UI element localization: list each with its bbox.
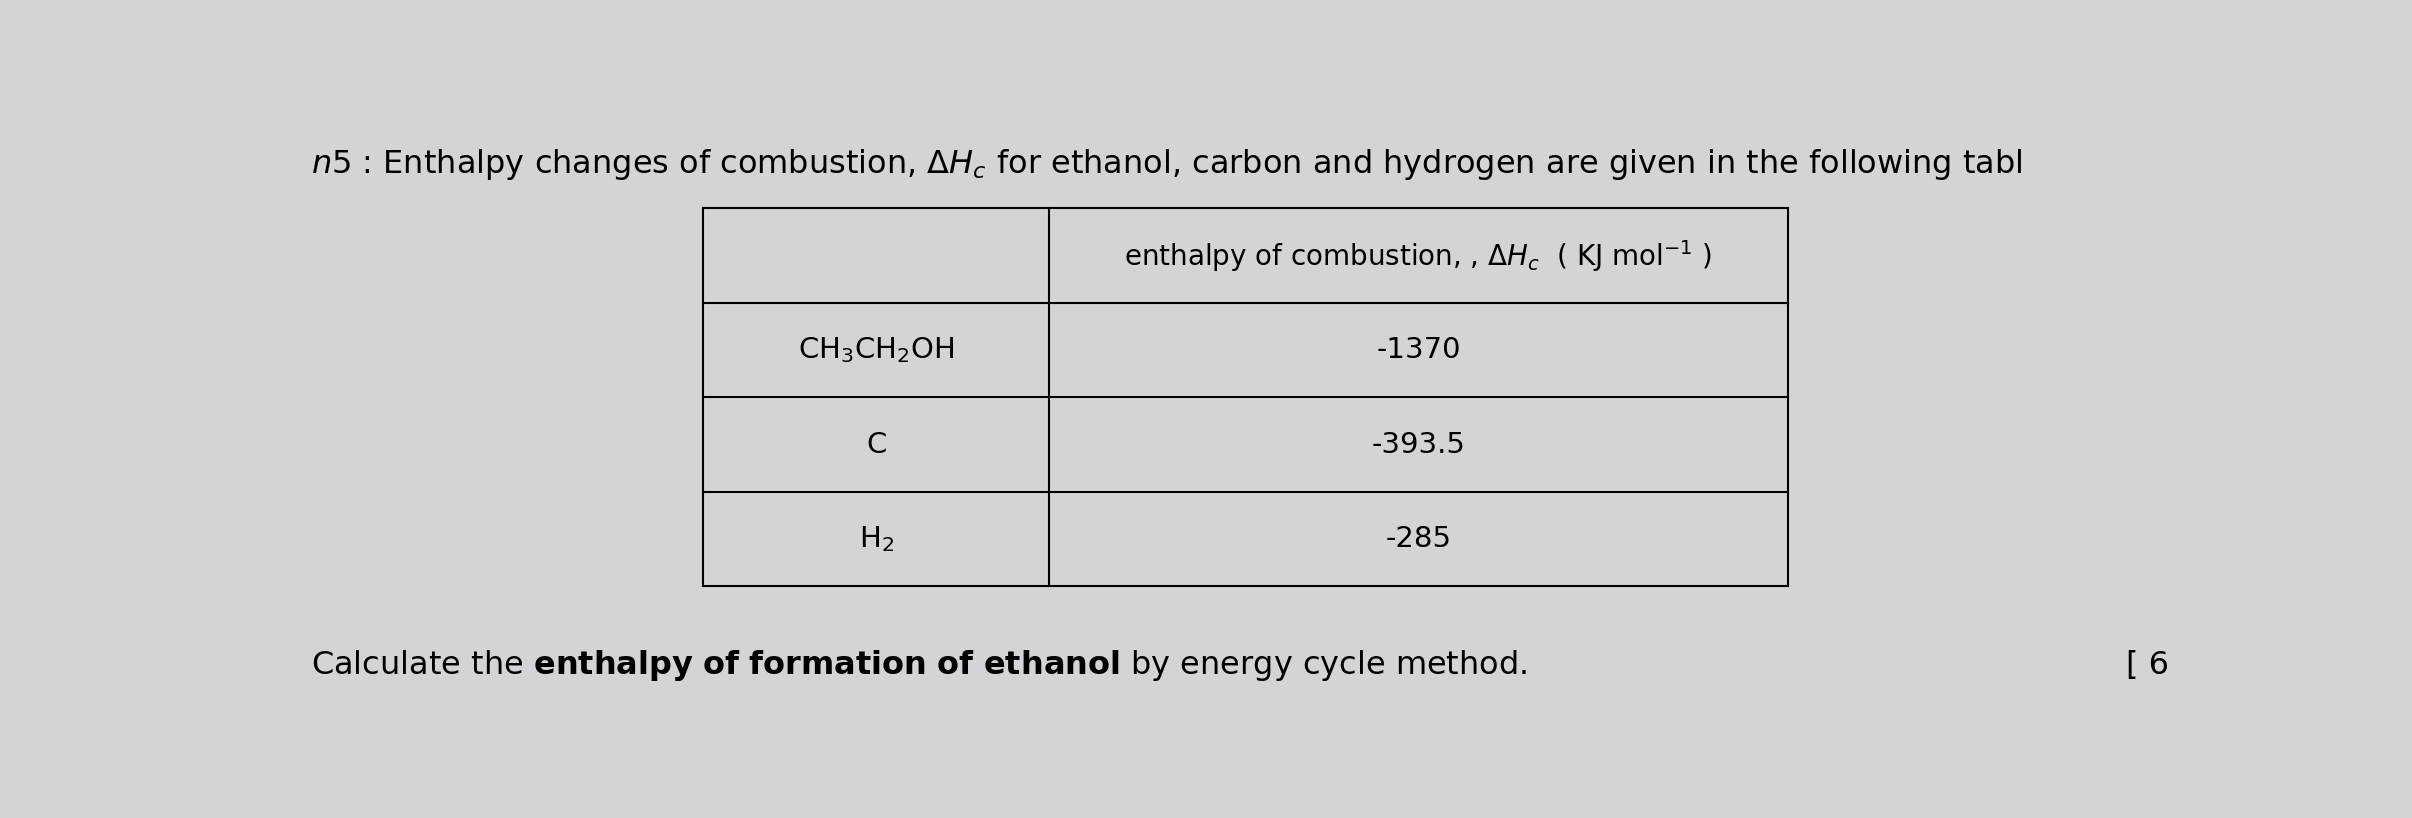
Text: -285: -285 [1384, 525, 1452, 553]
Text: enthalpy of combustion, , $\Delta H_c$  ( KJ mol$^{-1}$ ): enthalpy of combustion, , $\Delta H_c$ (… [1124, 238, 1713, 273]
Text: $n5$ : Enthalpy changes of combustion, $\Delta H_c$ for ethanol, carbon and hydr: $n5$ : Enthalpy changes of combustion, $… [311, 146, 2024, 182]
Text: [ 6: [ 6 [2125, 649, 2168, 681]
Text: CH$_3$CH$_2$OH: CH$_3$CH$_2$OH [798, 335, 955, 365]
Text: -1370: -1370 [1377, 336, 1462, 364]
Text: Calculate the $\mathbf{enthalpy\ of\ formation\ of\ ethanol}$ by energy cycle me: Calculate the $\mathbf{enthalpy\ of\ for… [311, 648, 1527, 682]
Text: C: C [866, 430, 888, 459]
Text: -393.5: -393.5 [1372, 430, 1466, 459]
Text: H$_2$: H$_2$ [859, 524, 895, 554]
